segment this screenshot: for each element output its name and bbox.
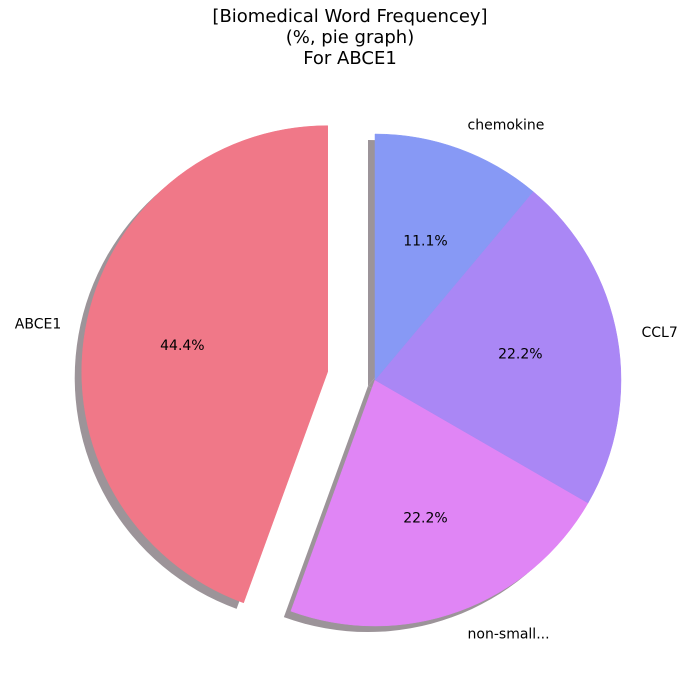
chart-title-line-2: (%, pie graph) [285,27,415,48]
pie-slice-non-small [290,379,589,627]
pie-pct-label-ccl7: 22.2% [498,346,542,362]
pie-pct-label-chemokine: 11.1% [403,233,447,249]
pie-slice-ccl7 [374,191,622,504]
pie-category-label-abce1: ABCE1 [15,317,61,333]
pie-labels: 44.4% ABCE1 22.2% non-small... 22.2% CCL7 11.1… [15,118,678,643]
pie-slice-chemokine [374,133,534,381]
pie-wedges [81,125,622,627]
pie-category-label-chemokine: chemokine [468,118,545,134]
pie-pct-label-abce1: 44.4% [160,338,204,354]
chart-title-line-3: For ABCE1 [303,48,397,69]
pie-pct-label-non-small: 22.2% [403,511,447,527]
chart-title-line-1: [Biomedical Word Frequencey] [212,6,488,27]
pie-slice-abce1 [81,125,328,604]
pie-category-label-non-small: non-small... [468,626,550,642]
pie-category-label-ccl7: CCL7 [641,325,677,341]
